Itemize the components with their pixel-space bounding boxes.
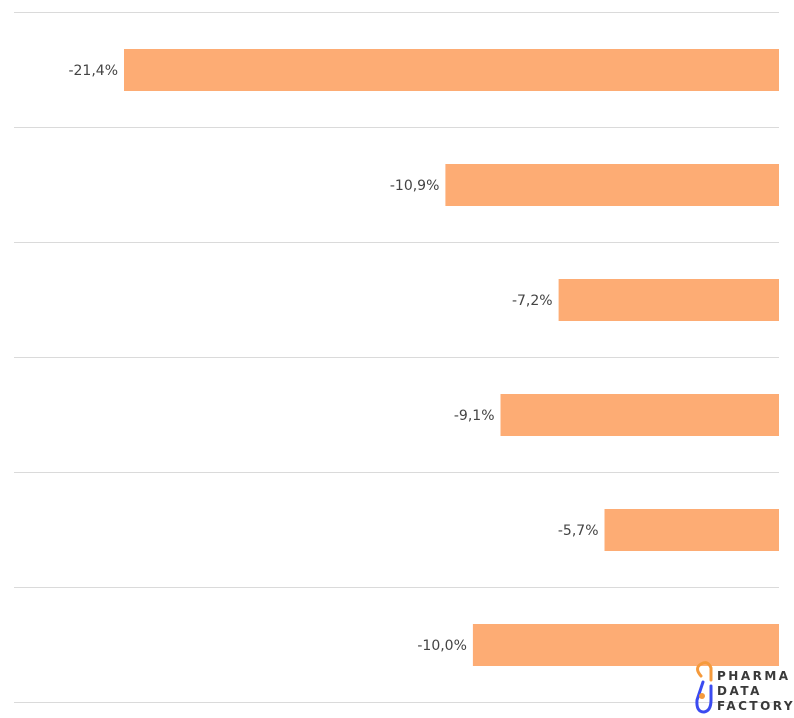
grid-lines [14, 12, 779, 703]
bar-value-label: -9,1% [454, 408, 495, 424]
bar [604, 509, 779, 551]
bar [500, 394, 779, 436]
pharma-data-factory-logo: PHARMA DATA FACTORY [695, 661, 794, 714]
bar-value-label: -10,0% [417, 638, 467, 654]
logo-text-factory: FACTORY [717, 699, 794, 713]
logo-text-pharma: PHARMA [717, 669, 791, 683]
bar-value-label: -7,2% [512, 293, 553, 309]
bar [472, 624, 779, 666]
bar-value-label: -21,4% [68, 63, 118, 79]
bar-value-label: -5,7% [558, 523, 599, 539]
bar [558, 279, 779, 321]
bar-value-label: -10,9% [390, 178, 440, 194]
bars [124, 49, 779, 666]
bar [124, 49, 779, 91]
bar [445, 164, 779, 206]
logo-text-data: DATA [717, 684, 762, 698]
logo-mark-icon [695, 661, 713, 714]
data-labels: -21,4% -10,9% -7,2% -9,1% -5,7% -10,0% [68, 63, 598, 654]
